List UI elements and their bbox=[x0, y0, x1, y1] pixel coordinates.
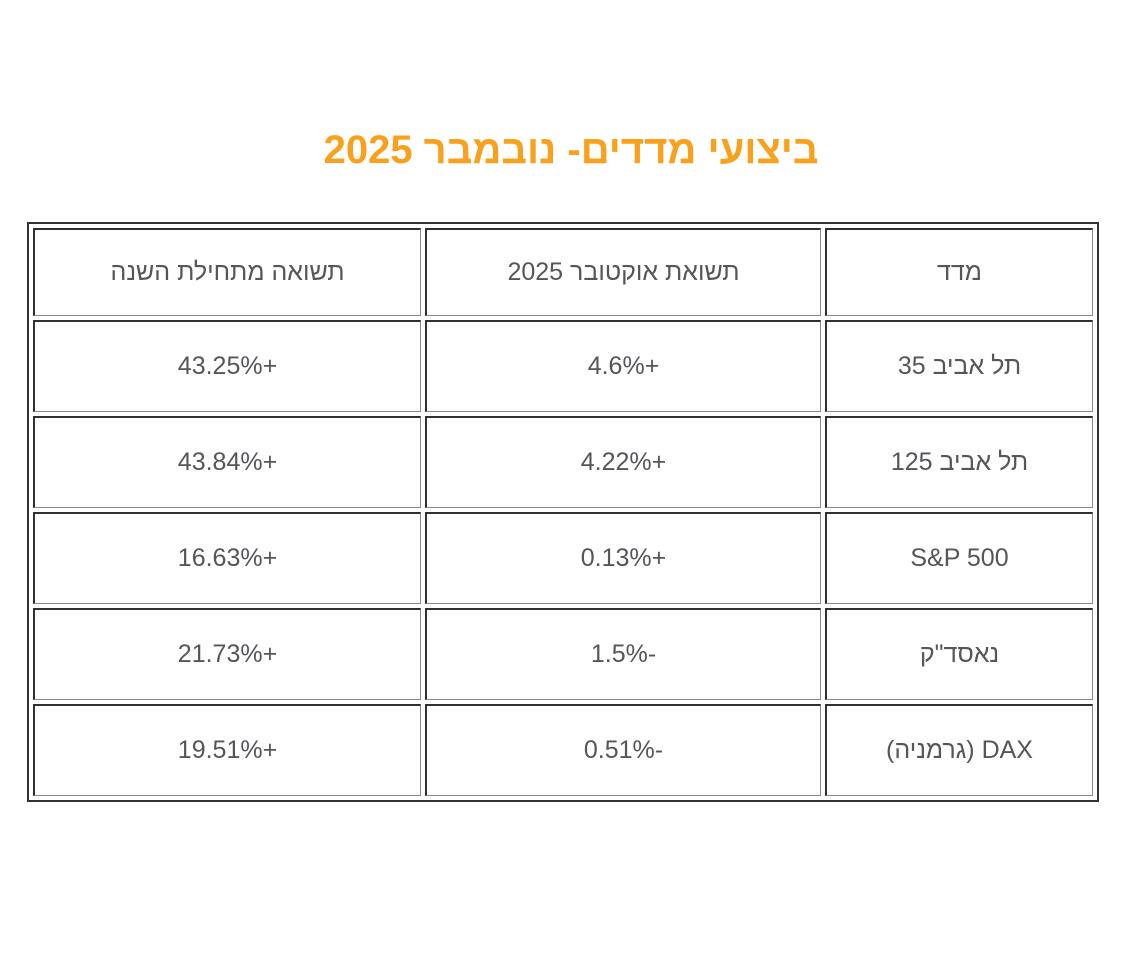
table-body: תל אביב 35 +4.6% +43.25% תל אביב 125 +4.… bbox=[33, 320, 1093, 796]
index-performance-table: מדד תשואת אוקטובר 2025 תשואה מתחילת השנה… bbox=[27, 222, 1099, 802]
table-row: S&P 500 +0.13% +16.63% bbox=[33, 512, 1093, 604]
cell-index: תל אביב 35 bbox=[825, 320, 1093, 412]
cell-october-return: +4.22% bbox=[425, 416, 821, 508]
table-row: תל אביב 35 +4.6% +43.25% bbox=[33, 320, 1093, 412]
cell-october-return: +0.13% bbox=[425, 512, 821, 604]
page-title: ביצועי מדדים- נובמבר 2025 bbox=[323, 128, 819, 172]
cell-index: נאסד"ק bbox=[825, 608, 1093, 700]
header-cell-october-return: תשואת אוקטובר 2025 bbox=[425, 228, 821, 316]
cell-ytd-return: +21.73% bbox=[33, 608, 421, 700]
table-row: נאסד"ק -1.5% +21.73% bbox=[33, 608, 1093, 700]
cell-index: S&P 500 bbox=[825, 512, 1093, 604]
table-row: DAX (גרמניה) -0.51% +19.51% bbox=[33, 704, 1093, 796]
cell-ytd-return: +16.63% bbox=[33, 512, 421, 604]
cell-october-return: -0.51% bbox=[425, 704, 821, 796]
header-cell-ytd-return: תשואה מתחילת השנה bbox=[33, 228, 421, 316]
cell-index: DAX (גרמניה) bbox=[825, 704, 1093, 796]
header-cell-index: מדד bbox=[825, 228, 1093, 316]
cell-october-return: +4.6% bbox=[425, 320, 821, 412]
cell-ytd-return: +19.51% bbox=[33, 704, 421, 796]
cell-index: תל אביב 125 bbox=[825, 416, 1093, 508]
cell-ytd-return: +43.25% bbox=[33, 320, 421, 412]
cell-october-return: -1.5% bbox=[425, 608, 821, 700]
table-row: תל אביב 125 +4.22% +43.84% bbox=[33, 416, 1093, 508]
table-header: מדד תשואת אוקטובר 2025 תשואה מתחילת השנה bbox=[33, 228, 1093, 316]
header-row: מדד תשואת אוקטובר 2025 תשואה מתחילת השנה bbox=[33, 228, 1093, 316]
cell-ytd-return: +43.84% bbox=[33, 416, 421, 508]
